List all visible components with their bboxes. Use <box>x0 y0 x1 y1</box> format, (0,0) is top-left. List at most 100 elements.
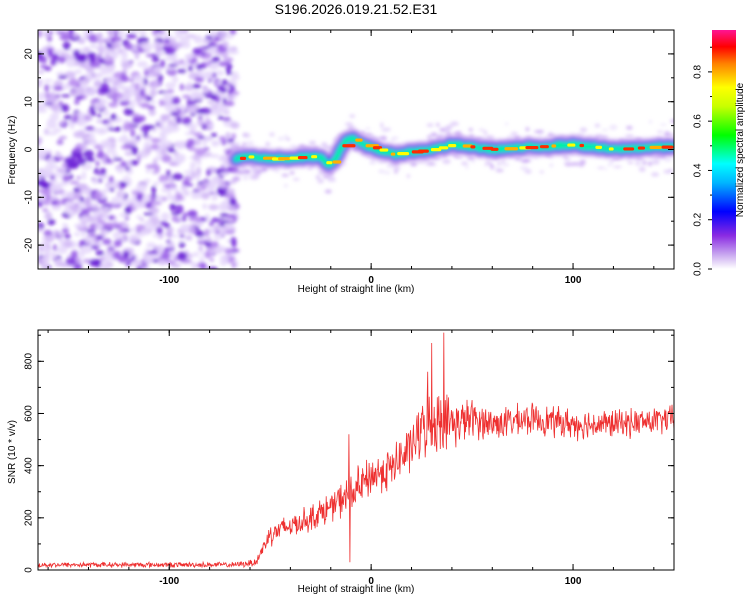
spectrogram-speckle <box>454 156 463 159</box>
spectrogram-speckle <box>347 125 356 129</box>
spectrogram-ridge-peak <box>417 149 429 153</box>
spectrogram-noise-blob <box>129 99 136 109</box>
spectrogram-speckle <box>380 128 389 133</box>
spectrogram-speckle <box>393 165 401 172</box>
spectrogram-speckle <box>246 140 255 147</box>
spectrogram-noise-blob <box>81 229 86 238</box>
spectrogram-noise-blob <box>183 170 195 175</box>
spectrogram-noise-blob <box>196 166 202 176</box>
spectrogram-noise-blob <box>159 133 167 141</box>
spectrogram-noise-blob <box>178 241 186 249</box>
spectrogram-noise-blob <box>50 175 55 180</box>
spectrogram-noise-blob <box>188 72 199 80</box>
spectrogram-noise-blob <box>209 154 220 158</box>
spectrogram-noise-blob <box>139 266 152 269</box>
spectrogram-speckle <box>579 159 586 165</box>
spectrogram-speckle <box>570 162 579 166</box>
spectrogram-noise-blob <box>58 100 63 107</box>
spectrogram-noise-blob <box>232 210 239 215</box>
spectrogram-noise-blob <box>38 81 43 87</box>
spectrogram-noise-blob <box>55 151 61 156</box>
spectrogram-speckle <box>563 161 572 165</box>
spectrogram-noise-blob <box>189 112 197 117</box>
spectrogram-noise-blob <box>131 46 138 51</box>
spectrogram-noise-blob <box>161 42 173 47</box>
spectrogram-noise-blob <box>176 140 186 150</box>
spectrogram-noise-blob <box>100 66 111 76</box>
spectrogram-noise-blob <box>123 121 134 131</box>
spectrogram-noise-blob <box>136 154 141 163</box>
spectrogram-speckle <box>496 162 502 165</box>
spectrogram-noise-blob <box>161 250 171 260</box>
spectrogram-speckle <box>317 178 325 184</box>
spectrogram-noise-blob <box>129 78 134 82</box>
spectrogram-noise-blob <box>135 229 142 233</box>
spectrogram-noise-blob <box>130 227 136 232</box>
spectrogram-speckle <box>664 131 671 137</box>
spectrogram-noise-blob <box>175 193 183 201</box>
spectrogram-noise-blob <box>152 158 158 167</box>
spectrogram-speckle <box>652 159 660 165</box>
spectrogram-noise-blob <box>218 202 229 212</box>
spectrogram-noise-blob <box>180 30 186 33</box>
spectrogram-noise-blob <box>79 79 89 88</box>
spectrogram-speckle <box>670 119 674 123</box>
spectrogram-noise-blob <box>210 30 218 37</box>
spectrogram-noise-blob <box>206 168 211 177</box>
spectrogram-noise-blob <box>58 156 65 161</box>
spectrogram-speckle <box>378 169 386 174</box>
spectrogram-noise-blob <box>44 235 55 243</box>
spectrogram-noise-blob <box>73 232 81 237</box>
spectrogram-noise-blob <box>111 41 122 50</box>
spectrogram-noise-blob <box>197 135 206 140</box>
spectrogram-noise-blob <box>217 188 228 197</box>
spectrogram-noise-blob <box>162 183 173 188</box>
spectrogram-noise-blob <box>67 210 75 216</box>
spectrogram-noise-blob <box>120 86 127 91</box>
spectrogram-noise-blob <box>210 132 218 138</box>
spectrogram-noise-blob <box>145 168 151 174</box>
spectrogram-noise-blob <box>65 58 76 68</box>
spectrogram-noise-blob <box>150 201 163 206</box>
spectrogram-noise-blob <box>63 239 73 249</box>
spectrogram-noise-blob <box>91 177 99 185</box>
spectrogram-noise-blob <box>195 147 207 156</box>
spectrogram-ylabel: Frequency (Hz) <box>7 116 18 185</box>
spectrogram-noise-blob <box>131 113 140 118</box>
spectrogram-noise-blob <box>204 250 212 259</box>
spectrogram-noise-blob <box>98 52 104 58</box>
spectrogram-speckle <box>648 120 653 124</box>
spectrogram-noise-blob <box>60 262 67 268</box>
spectrogram-noise-blob <box>108 48 116 53</box>
colorbar-tick-label: 0.2 <box>693 212 704 226</box>
spectrogram-speckle <box>349 114 356 118</box>
snr-ytick-label: 800 <box>24 353 35 370</box>
spectrogram-noise-blob <box>53 85 64 91</box>
spectrogram-noise-blob <box>81 171 87 181</box>
spectrogram-speckle <box>277 136 285 141</box>
spectrogram-speckle <box>406 173 410 179</box>
spectrogram-speckle <box>386 163 395 169</box>
spectrogram-noise-blob <box>76 156 87 166</box>
spectrogram-noise-blob <box>130 160 139 164</box>
spectrogram-noise-blob <box>70 122 75 130</box>
spectrogram-speckle <box>638 166 646 172</box>
spectrogram-xtick-label: 100 <box>565 275 582 286</box>
spectrogram-speckle <box>647 161 653 167</box>
spectrogram-speckle <box>378 160 384 164</box>
spectrogram-noise-blob <box>177 68 187 74</box>
spectrogram-speckle <box>520 159 529 164</box>
spectrogram-noise-blob <box>202 203 208 210</box>
spectrogram-noise-blob <box>196 63 203 71</box>
spectrogram-noise-blob <box>81 47 87 52</box>
spectrogram-noise-blob <box>175 190 180 195</box>
spectrogram-noise-blob <box>207 228 217 234</box>
spectrogram-noise-blob <box>231 261 236 269</box>
spectrogram-noise-blob <box>190 195 202 199</box>
spectrogram-xlabel: Height of straight line (km) <box>298 284 415 295</box>
spectrogram-noise-blob <box>38 250 44 255</box>
spectrogram-noise-blob <box>134 203 145 208</box>
spectrogram-noise-blob <box>111 251 123 260</box>
spectrogram-noise-blob <box>56 247 68 254</box>
snr-ylabel: SNR (10 * v/v) <box>7 420 18 484</box>
